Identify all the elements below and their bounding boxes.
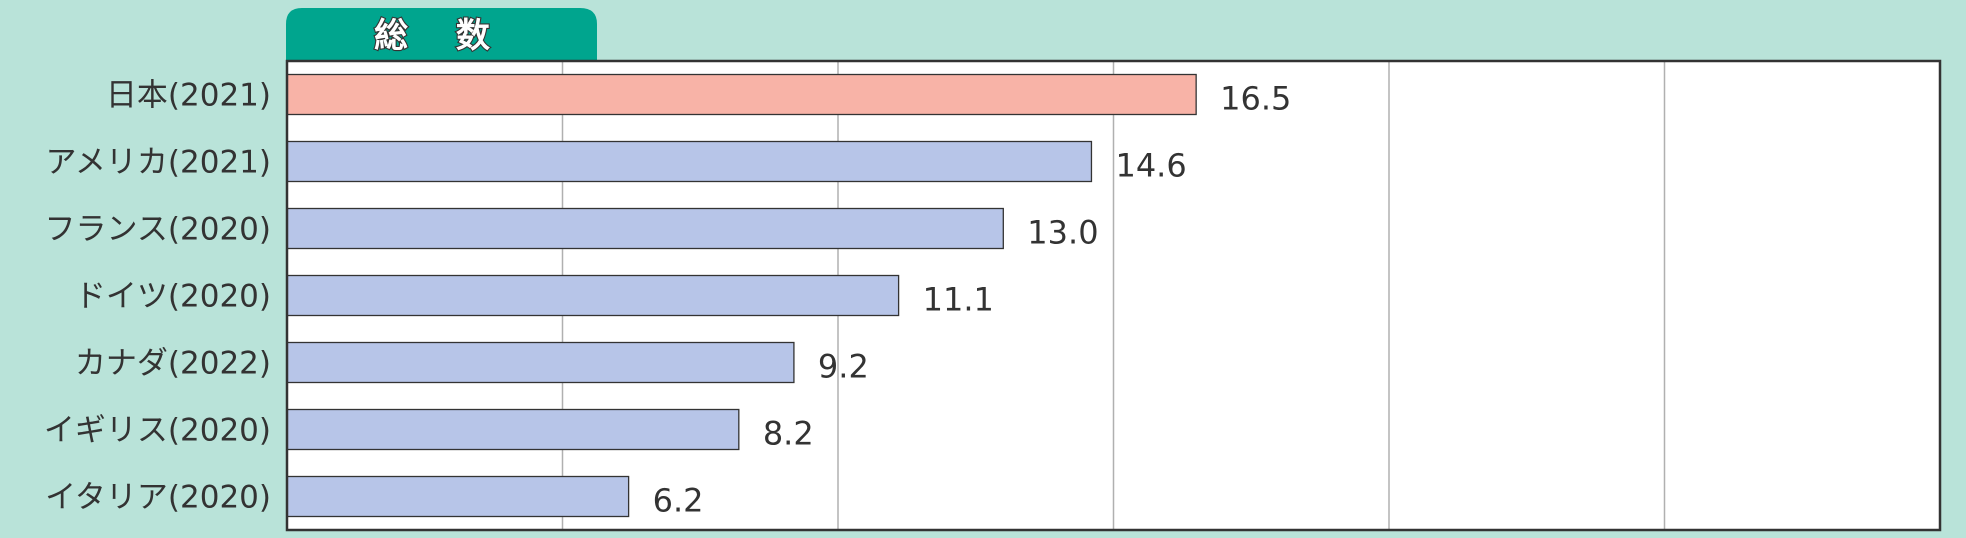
category-label: イギリス(2020) [44,413,271,449]
bar [286,274,900,317]
title-tab [286,8,597,61]
plot-frame [285,59,1942,532]
bar [286,73,1197,116]
bar [286,475,630,518]
value-label: 13.0 [1027,214,1098,252]
value-labels: 16.5 14.6 13.0 11.1 9.28.2 6.2 [653,80,1292,520]
chart-title: 総 数 [374,16,508,56]
category-label: ドイツ(2020) [75,279,271,315]
value-label: 16.5 [1220,80,1291,118]
bar [286,341,795,384]
category-label: イタリア(2020) [45,480,271,516]
bar [286,207,1004,250]
category-label: カナダ(2022) [75,346,271,382]
value-label: 8.2 [763,415,814,453]
value-label: 9.2 [818,348,869,386]
category-label: フランス(2020) [45,212,271,248]
bar [286,140,1093,183]
value-label: 6.2 [653,482,704,520]
bar [286,408,740,451]
category-label: アメリカ(2021) [45,145,271,181]
value-label: 11.1 [923,281,994,319]
value-label: 14.6 [1115,147,1186,185]
category-labels: 日本(2021) アメリカ(2021) フランス(2020) ドイツ(2020) カナダ… [44,78,271,516]
category-label: 日本(2021) [106,78,271,114]
